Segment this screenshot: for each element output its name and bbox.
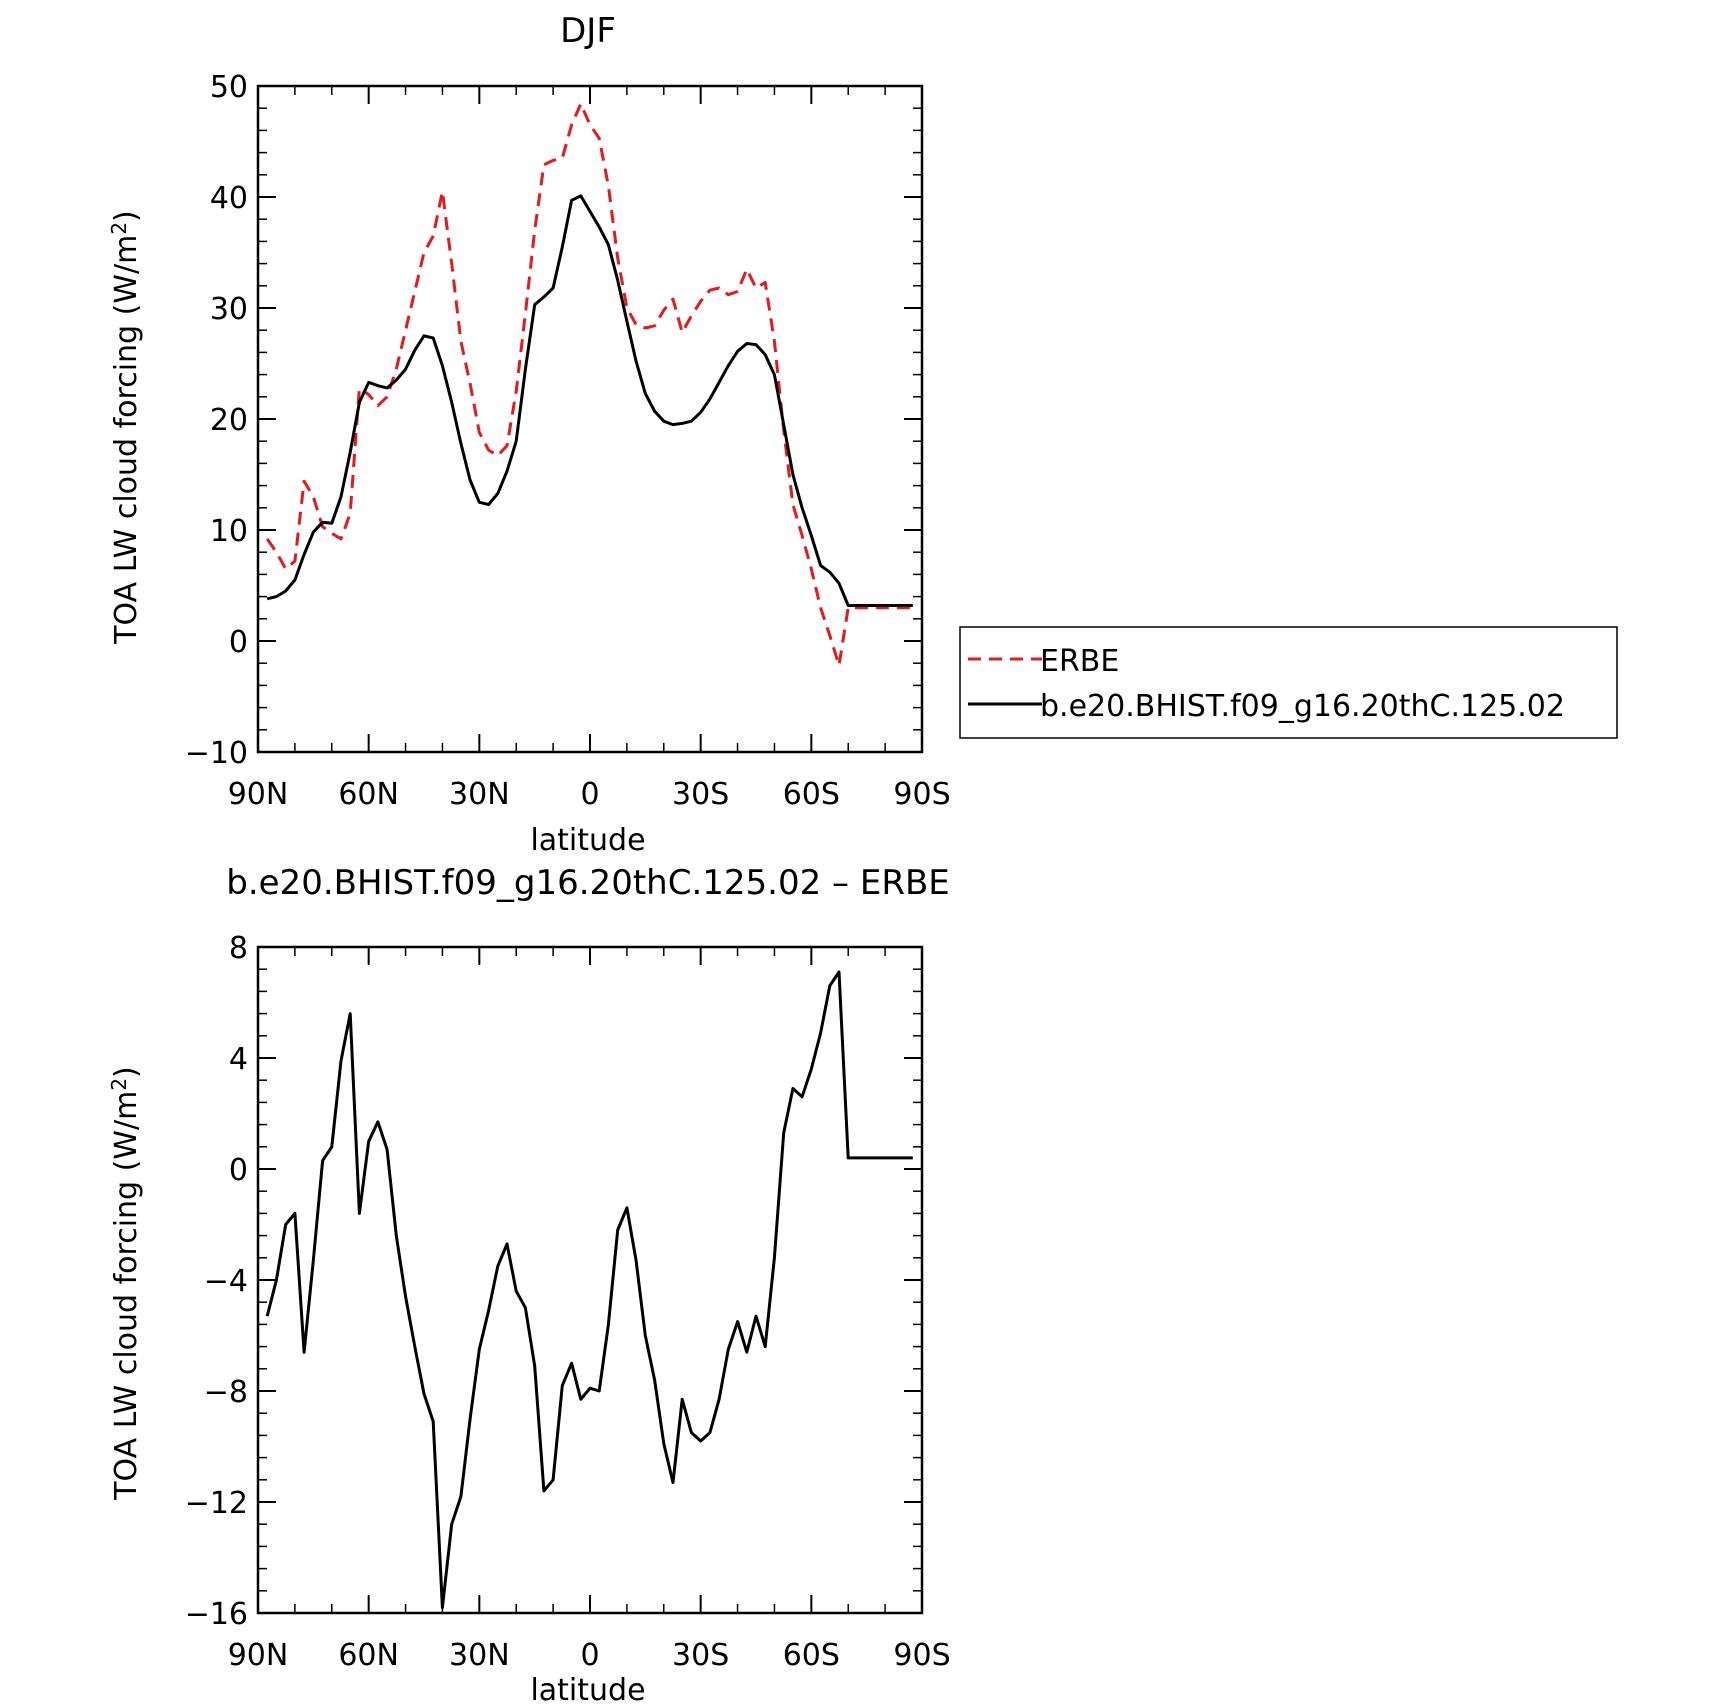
x-tick-label: 90S bbox=[893, 1638, 950, 1673]
x-tick-label: 60N bbox=[338, 1638, 399, 1673]
difference-panel: b.e20.BHIST.f09_g16.20thC.125.02 – ERBE … bbox=[107, 863, 951, 1706]
y-tick-label: −10 bbox=[185, 736, 248, 771]
y-tick-label: 40 bbox=[210, 181, 248, 216]
y-tick-label: 30 bbox=[210, 292, 248, 327]
y-axis-label-superscript: 2 bbox=[107, 222, 131, 235]
x-tick-label: 90S bbox=[893, 777, 950, 812]
y-axis-label-text: TOA LW cloud forcing (W/m bbox=[109, 235, 144, 645]
x-tick-label: 30S bbox=[672, 777, 729, 812]
y-tick-label: 20 bbox=[210, 403, 248, 438]
x-axis-label: latitude bbox=[530, 1673, 645, 1706]
x-tick-label: 90N bbox=[228, 777, 289, 812]
y-tick-label: −12 bbox=[185, 1486, 248, 1521]
x-tick-label: 0 bbox=[580, 777, 599, 812]
y-axis-label-text: TOA LW cloud forcing (W/m bbox=[109, 1091, 144, 1501]
panel-title: b.e20.BHIST.f09_g16.20thC.125.02 – ERBE bbox=[226, 863, 950, 903]
x-tick-label: 0 bbox=[580, 1638, 599, 1673]
x-tick-label: 90N bbox=[228, 1638, 289, 1673]
x-tick-label: 60N bbox=[338, 777, 399, 812]
legend-label-model: b.e20.BHIST.f09_g16.20thC.125.02 bbox=[1040, 689, 1565, 724]
djf-panel: DJF TOA LW cloud forcing (W/m2) latitude… bbox=[107, 11, 951, 858]
y-tick-label: −16 bbox=[185, 1597, 248, 1632]
y-axis-label-close: ) bbox=[109, 210, 144, 222]
legend-label-erbe: ERBE bbox=[1040, 644, 1119, 679]
x-tick-label: 60S bbox=[783, 1638, 840, 1673]
x-axis-label: latitude bbox=[530, 823, 645, 858]
plot-area: −16 −12 −8 −4 0 4 8 90N 60N 30N 0 30S 60S 90S bbox=[185, 931, 951, 1673]
y-tick-label: 0 bbox=[229, 625, 248, 660]
plot-frame bbox=[256, 945, 924, 1615]
x-tick-label: 30S bbox=[672, 1638, 729, 1673]
series-line-erbe bbox=[265, 102, 913, 667]
legend: ERBE b.e20.BHIST.f09_g16.20thC.125.02 bbox=[959, 626, 1618, 739]
y-tick-label: 0 bbox=[229, 1153, 248, 1188]
x-tick-label: 30N bbox=[449, 1638, 510, 1673]
legend-box bbox=[959, 626, 1618, 739]
y-axis-label: TOA LW cloud forcing (W/m2) bbox=[107, 1066, 144, 1501]
y-tick-label: −4 bbox=[204, 1264, 248, 1299]
y-axis-label-superscript: 2 bbox=[107, 1078, 131, 1091]
panel-title: DJF bbox=[560, 11, 616, 51]
y-tick-label: 10 bbox=[210, 514, 248, 549]
y-tick-label: 50 bbox=[210, 70, 248, 105]
difference-line bbox=[265, 970, 913, 1609]
y-tick-label: 4 bbox=[229, 1042, 248, 1077]
x-tick-label: 30N bbox=[449, 777, 510, 812]
y-tick-label: −8 bbox=[204, 1375, 248, 1410]
series-line-model bbox=[266, 194, 913, 607]
plot-area: −10 0 10 20 30 40 50 90N 60N 30N 0 30S 60S 90S bbox=[185, 70, 951, 812]
y-axis-label: TOA LW cloud forcing (W/m2) bbox=[107, 210, 144, 645]
y-tick-label: 8 bbox=[229, 931, 248, 966]
x-tick-label: 60S bbox=[783, 777, 840, 812]
y-axis-label-close: ) bbox=[109, 1066, 144, 1078]
